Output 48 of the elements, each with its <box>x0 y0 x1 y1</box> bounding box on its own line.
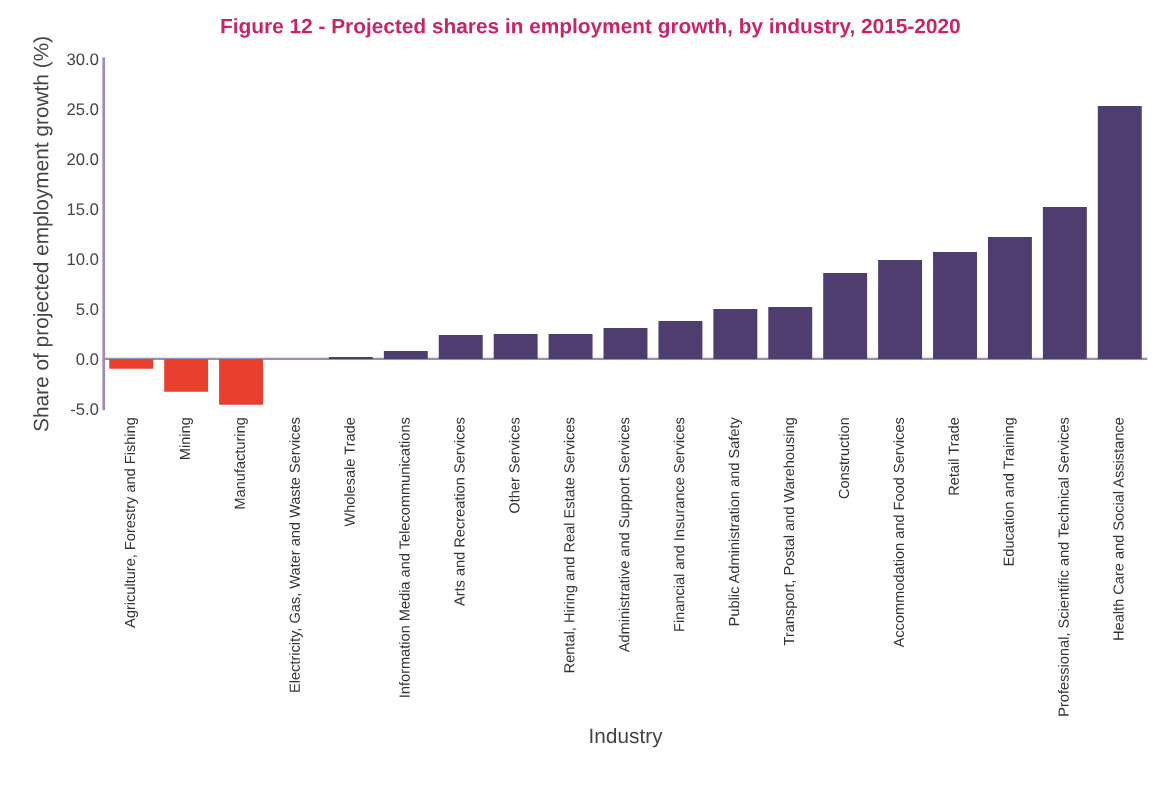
y-tick-label: 25.0 <box>67 103 99 116</box>
bar <box>219 358 264 405</box>
y-tick-label: 0.0 <box>76 353 99 366</box>
x-tick-label: Accommodation and Food Services <box>893 417 905 648</box>
bar <box>878 259 923 359</box>
bar <box>603 327 648 359</box>
bar <box>987 236 1032 359</box>
x-tick-label: Rental, Hiring and Real Estate Services <box>563 417 578 673</box>
x-tick-label: Professional, Scientific and Technical Services <box>1058 417 1071 716</box>
bar <box>383 350 428 359</box>
bar <box>438 334 483 359</box>
x-tick-label: Retail Trade <box>948 417 959 495</box>
x-tick-label: Health Care and Social Assistance <box>1112 417 1124 640</box>
x-tick-label: Wholesale Trade <box>344 417 355 527</box>
bar <box>933 251 977 359</box>
bar <box>1097 105 1142 359</box>
x-tick-label: Construction <box>838 418 850 499</box>
x-axis-title: Industry <box>590 727 663 748</box>
bar <box>1042 206 1087 359</box>
y-tick-label: 15.0 <box>67 203 99 216</box>
y-tick-label: 20.0 <box>67 153 99 166</box>
bar <box>713 308 758 359</box>
y-tick-label: 30.0 <box>67 53 99 66</box>
x-tick-label: Agriculture, Forestry and Fishing <box>124 418 139 628</box>
y-tick-label: 10.0 <box>67 253 99 266</box>
x-tick-label: Electricity, Gas, Water and Waste Services <box>289 417 303 692</box>
y-tick-label: 5.0 <box>76 303 99 316</box>
x-tick-label: Manufacturing <box>234 418 248 509</box>
bar <box>658 320 703 359</box>
x-tick-label: Education and Training <box>1003 418 1017 566</box>
bar <box>823 272 868 359</box>
x-tick-label: Arts and Recreation Services <box>453 417 465 607</box>
bar <box>548 333 593 359</box>
bar <box>328 356 373 359</box>
bar <box>768 306 813 359</box>
y-tick-label: -5.0 <box>70 403 99 416</box>
bar <box>164 358 209 392</box>
x-tick-label: Administrative and Support Services <box>618 417 633 653</box>
bar <box>493 333 538 359</box>
x-tick-label: Mining <box>179 418 193 459</box>
chart-title: Figure 12 - Projected shares in employment growth, by industry, 2015-2020 <box>221 18 960 38</box>
x-tick-label: Other Services <box>508 417 520 513</box>
bar <box>109 358 154 369</box>
y-axis-title: Share of projected employment growth (%) <box>33 37 53 431</box>
x-tick-label: Information Media and Telecommunications <box>399 417 410 697</box>
x-tick-label: Financial and Insurance Services <box>673 417 685 631</box>
x-tick-label: Public Administration and Safety <box>728 417 743 626</box>
x-tick-label: Transport, Postal and Warehousing <box>783 418 798 646</box>
